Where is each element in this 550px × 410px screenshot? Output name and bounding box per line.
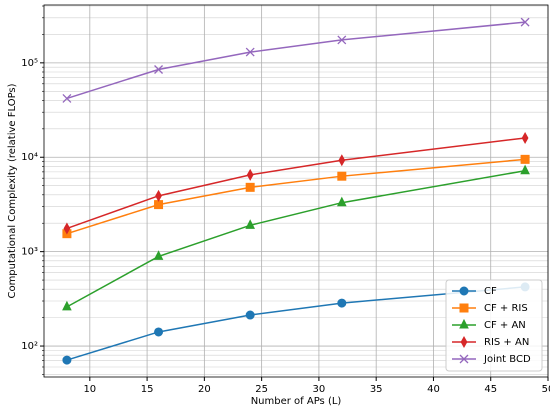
marker	[337, 298, 347, 308]
legend-label: CF	[484, 286, 497, 297]
marker	[62, 93, 72, 103]
marker	[154, 327, 164, 337]
plot-frame	[43, 4, 549, 378]
legend-label: CF + RIS	[484, 303, 528, 314]
y-tick-label: 10²	[21, 341, 38, 352]
x-axis-label: Number of APs (L)	[251, 396, 342, 407]
marker	[246, 168, 254, 181]
marker	[62, 355, 72, 365]
x-tick-label: 50	[542, 384, 550, 395]
marker	[63, 222, 71, 235]
x-tick-label: 25	[255, 384, 268, 395]
marker	[245, 47, 255, 57]
legend-label: CF + AN	[484, 320, 526, 331]
marker	[337, 35, 347, 45]
legend-box	[445, 279, 543, 372]
marker	[337, 196, 347, 207]
x-tick-label: 15	[141, 384, 154, 395]
legend: CF CF + RIS CF + AN RIS + AN Joint BCD	[445, 279, 543, 372]
marker	[338, 154, 346, 167]
y-tick-label: 10⁴	[21, 152, 38, 163]
marker	[245, 182, 255, 192]
marker	[155, 189, 162, 202]
x-tick-label: 20	[198, 384, 211, 395]
legend-label: RIS + AN	[484, 337, 529, 348]
x-tick-label: 30	[313, 384, 326, 395]
x-tick-label: 10	[83, 384, 96, 395]
marker	[521, 131, 529, 145]
marker	[459, 354, 469, 364]
y-tick-label: 10³	[21, 247, 38, 258]
y-axis-label: Computational Complexity (relative FLOPs…	[7, 83, 18, 298]
x-tick-label: 40	[427, 384, 440, 395]
series-line	[66, 158, 526, 235]
x-tick-label: 45	[484, 384, 497, 395]
marker	[460, 335, 468, 349]
x-tick-label: 35	[370, 384, 383, 395]
marker	[520, 17, 530, 27]
marker	[62, 300, 72, 311]
marker	[153, 250, 164, 260]
marker	[337, 171, 347, 181]
marker	[154, 65, 164, 74]
marker	[459, 303, 469, 313]
series-line	[66, 21, 526, 100]
marker	[520, 154, 530, 164]
legend-label: Joint BCD	[483, 354, 531, 365]
marker	[520, 164, 530, 175]
marker	[459, 318, 469, 329]
marker	[245, 219, 255, 229]
marker	[459, 286, 469, 296]
y-tick-label: 10⁵	[21, 58, 38, 69]
marker	[245, 310, 255, 320]
